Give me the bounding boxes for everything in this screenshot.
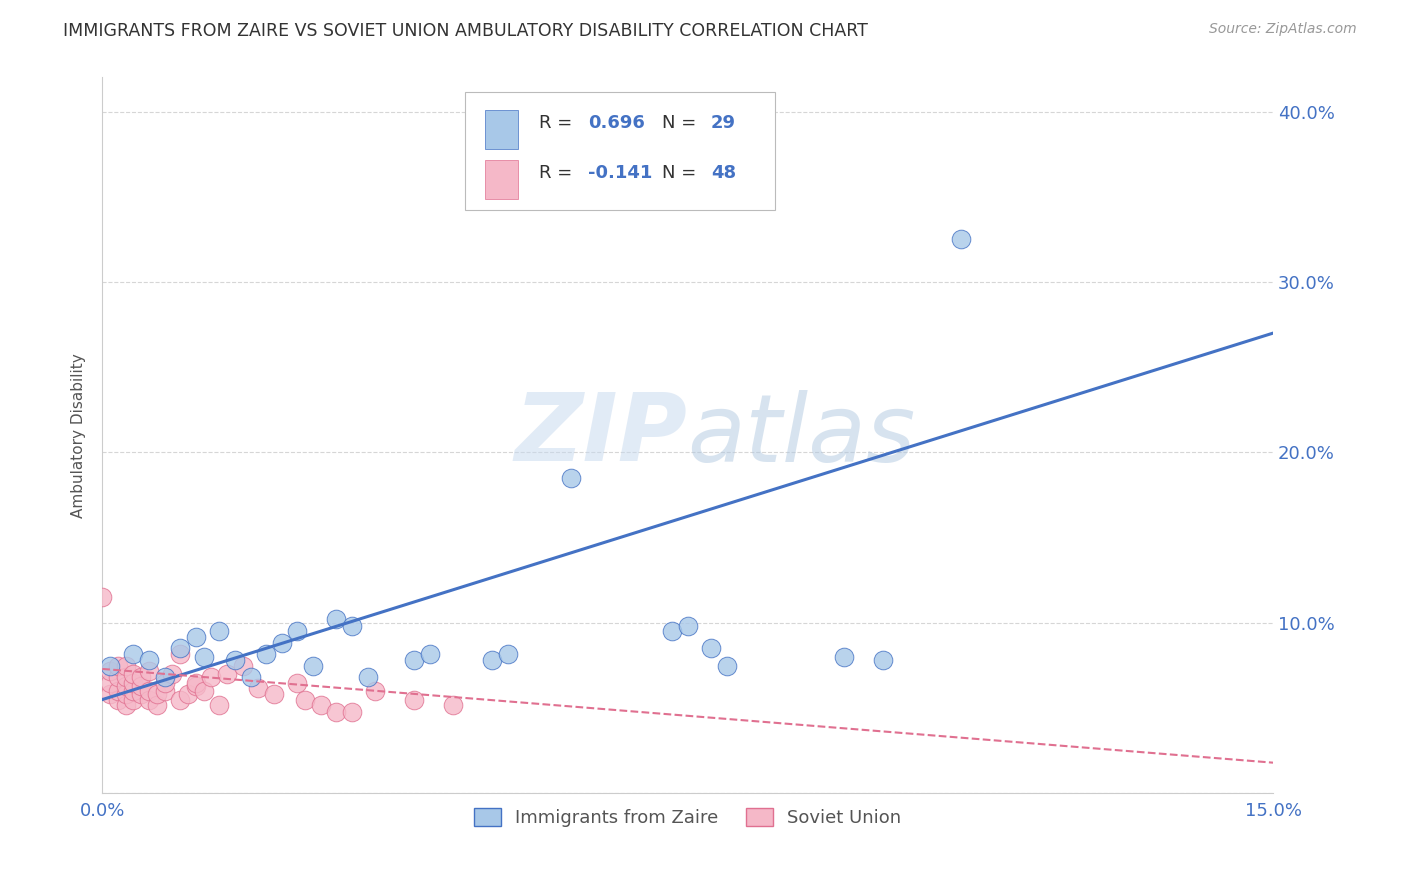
Point — [122, 667, 145, 681]
Point — [217, 667, 239, 681]
Point — [254, 647, 277, 661]
Point — [153, 684, 176, 698]
Text: IMMIGRANTS FROM ZAIRE VS SOVIET UNION AMBULATORY DISABILITY CORRELATION CHART: IMMIGRANTS FROM ZAIRE VS SOVIET UNION AM… — [63, 22, 868, 40]
Text: ZIP: ZIP — [515, 390, 688, 482]
Point — [560, 471, 582, 485]
Point — [496, 647, 519, 661]
Point — [98, 664, 121, 678]
Point — [270, 636, 292, 650]
Point — [184, 675, 207, 690]
Point — [114, 670, 136, 684]
Point — [224, 653, 246, 667]
Point — [872, 653, 894, 667]
Text: -0.141: -0.141 — [588, 163, 652, 182]
Point — [162, 667, 184, 681]
Text: R =: R = — [538, 163, 578, 182]
Point — [177, 688, 200, 702]
Text: R =: R = — [538, 113, 578, 131]
Point — [138, 653, 160, 667]
Point — [114, 658, 136, 673]
Point — [239, 670, 262, 684]
Point — [91, 591, 114, 605]
Point — [263, 688, 285, 702]
Point — [138, 664, 160, 678]
Point — [129, 670, 152, 684]
Point — [122, 647, 145, 661]
Point — [285, 624, 308, 639]
Point — [169, 641, 191, 656]
FancyBboxPatch shape — [465, 92, 776, 210]
Point — [107, 692, 129, 706]
Point — [153, 675, 176, 690]
Point — [404, 653, 426, 667]
Point — [340, 619, 363, 633]
FancyBboxPatch shape — [485, 160, 517, 199]
Text: Source: ZipAtlas.com: Source: ZipAtlas.com — [1209, 22, 1357, 37]
Point — [122, 692, 145, 706]
Point — [138, 684, 160, 698]
Point — [114, 688, 136, 702]
Point — [340, 705, 363, 719]
Point — [122, 675, 145, 690]
Text: 29: 29 — [711, 113, 735, 131]
Point — [285, 675, 308, 690]
Point — [107, 670, 129, 684]
Text: 0.696: 0.696 — [588, 113, 645, 131]
Point — [232, 658, 254, 673]
Point — [138, 692, 160, 706]
Point — [107, 684, 129, 698]
Point — [309, 698, 332, 712]
Legend: Immigrants from Zaire, Soviet Union: Immigrants from Zaire, Soviet Union — [467, 801, 908, 834]
Point — [184, 630, 207, 644]
Point — [184, 679, 207, 693]
Point — [716, 658, 738, 673]
Point — [146, 688, 169, 702]
Point — [208, 698, 231, 712]
FancyBboxPatch shape — [485, 110, 517, 149]
Point — [294, 692, 316, 706]
Point — [107, 658, 129, 673]
Point — [200, 670, 222, 684]
Point — [98, 688, 121, 702]
Point — [114, 679, 136, 693]
Point — [419, 647, 441, 661]
Text: N =: N = — [662, 113, 702, 131]
Point — [325, 612, 347, 626]
Point — [364, 684, 387, 698]
Point — [169, 692, 191, 706]
Text: atlas: atlas — [688, 390, 915, 481]
Point — [676, 619, 699, 633]
Point — [302, 658, 325, 673]
Y-axis label: Ambulatory Disability: Ambulatory Disability — [72, 353, 86, 517]
Point — [661, 624, 683, 639]
Point — [949, 232, 972, 246]
Point — [193, 650, 215, 665]
Point — [208, 624, 231, 639]
Point — [325, 705, 347, 719]
Point — [129, 679, 152, 693]
Point — [98, 675, 121, 690]
Point — [146, 698, 169, 712]
Point — [169, 647, 191, 661]
Point — [98, 658, 121, 673]
Point — [481, 653, 503, 667]
Point — [153, 670, 176, 684]
Point — [404, 692, 426, 706]
Point — [832, 650, 855, 665]
Text: N =: N = — [662, 163, 702, 182]
Point — [443, 698, 465, 712]
Point — [356, 670, 378, 684]
Point — [122, 684, 145, 698]
Point — [193, 684, 215, 698]
Point — [114, 698, 136, 712]
Text: 48: 48 — [711, 163, 737, 182]
Point — [247, 681, 270, 695]
Point — [700, 641, 723, 656]
Point — [129, 688, 152, 702]
